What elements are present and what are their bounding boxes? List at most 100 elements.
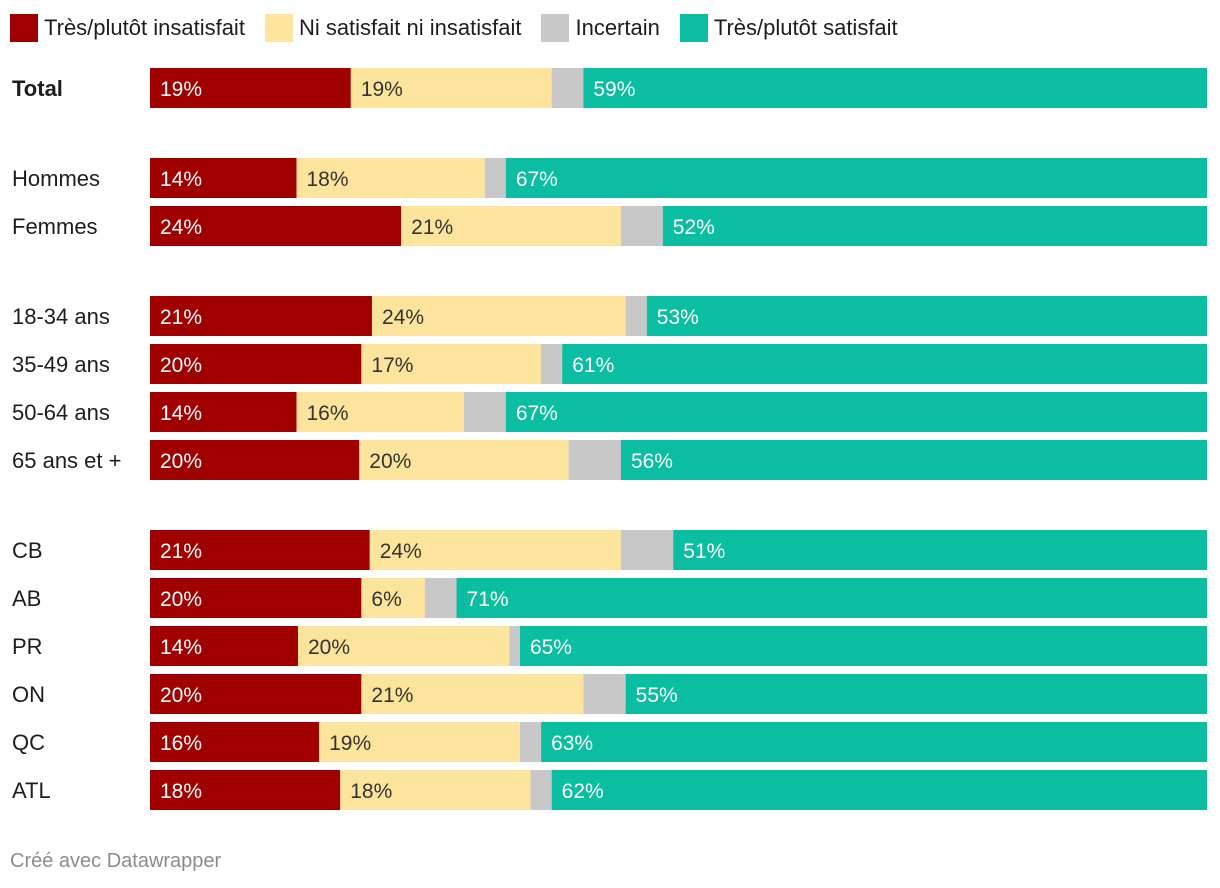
bar-segment-tr-s-plut-t-satisfait[interactable] bbox=[620, 440, 1207, 480]
bar-segment-tr-s-plut-t-insatisfait[interactable] bbox=[150, 674, 362, 714]
bar-segment-ni-satisfait-ni-insatisfait[interactable] bbox=[371, 296, 626, 336]
legend-item-tres-plutot-insatisfait[interactable]: Très/plutôt insatisfait bbox=[10, 14, 245, 42]
bar-segment-incertain[interactable] bbox=[583, 674, 626, 714]
bar-value-label: 21% bbox=[411, 216, 453, 239]
bar-segment-ni-satisfait-ni-insatisfait[interactable] bbox=[401, 206, 621, 246]
bar-segment-incertain[interactable] bbox=[530, 770, 552, 810]
bar-value-label: 19% bbox=[329, 732, 371, 755]
row-label: ON bbox=[12, 682, 45, 707]
bar-value-label: 20% bbox=[308, 636, 350, 659]
bar-segment-tr-s-plut-t-insatisfait[interactable] bbox=[150, 578, 362, 618]
bar-row: CB 21% 24% 51% bbox=[12, 530, 1207, 570]
bar-segment-incertain[interactable] bbox=[484, 158, 506, 198]
bar-value-label: 67% bbox=[516, 402, 558, 425]
bar-segment-tr-s-plut-t-satisfait[interactable] bbox=[505, 158, 1207, 198]
bar-segment-incertain[interactable] bbox=[620, 530, 674, 570]
legend-swatch-icon bbox=[679, 14, 708, 42]
bar-value-label: 18% bbox=[160, 780, 202, 803]
bar-value-label: 18% bbox=[307, 168, 349, 191]
bar-segment-ni-satisfait-ni-insatisfait[interactable] bbox=[350, 68, 552, 108]
bar-segment-tr-s-plut-t-insatisfait[interactable] bbox=[150, 68, 351, 108]
row-label: 18-34 ans bbox=[12, 304, 110, 329]
bar-row: AB 20% 6% 71% bbox=[12, 578, 1207, 618]
bar-value-label: 19% bbox=[160, 78, 202, 101]
bar-row: Total 19% 19% 59% bbox=[12, 68, 1207, 108]
bar-segment-tr-s-plut-t-satisfait[interactable] bbox=[541, 722, 1207, 762]
row-label: CB bbox=[12, 538, 43, 563]
bar-segment-incertain[interactable] bbox=[519, 722, 542, 762]
bar-segment-tr-s-plut-t-insatisfait[interactable] bbox=[150, 392, 297, 432]
bar-segment-tr-s-plut-t-insatisfait[interactable] bbox=[150, 722, 320, 762]
bar-segment-incertain[interactable] bbox=[551, 68, 584, 108]
bar-segment-tr-s-plut-t-insatisfait[interactable] bbox=[150, 344, 362, 384]
bar-segment-tr-s-plut-t-satisfait[interactable] bbox=[456, 578, 1207, 618]
bar-segment-tr-s-plut-t-insatisfait[interactable] bbox=[150, 296, 372, 336]
legend-swatch-icon bbox=[264, 14, 293, 42]
bar-segment-tr-s-plut-t-insatisfait[interactable] bbox=[150, 158, 297, 198]
bar-value-label: 51% bbox=[683, 540, 725, 563]
bar-segment-tr-s-plut-t-satisfait[interactable] bbox=[583, 68, 1207, 108]
bar-segment-ni-satisfait-ni-insatisfait[interactable] bbox=[296, 158, 485, 198]
bar-segment-tr-s-plut-t-satisfait[interactable] bbox=[505, 392, 1207, 432]
legend-item-incertain[interactable]: Incertain bbox=[541, 14, 660, 42]
bar-segment-ni-satisfait-ni-insatisfait[interactable] bbox=[297, 626, 510, 666]
bar-row: ATL 18% 18% 62% bbox=[12, 770, 1207, 810]
bar-segment-incertain[interactable] bbox=[620, 206, 663, 246]
bar-segment-tr-s-plut-t-satisfait[interactable] bbox=[519, 626, 1207, 666]
bar-segment-ni-satisfait-ni-insatisfait[interactable] bbox=[319, 722, 520, 762]
legend-item-tres-plutot-satisfait[interactable]: Très/plutôt satisfait bbox=[679, 14, 898, 42]
legend-item-ni-satisfait-ni-insatisfait[interactable]: Ni satisfait ni insatisfait bbox=[264, 14, 521, 42]
row-label: Total bbox=[12, 76, 63, 101]
bar-segment-ni-satisfait-ni-insatisfait[interactable] bbox=[369, 530, 621, 570]
bar-segment-incertain[interactable] bbox=[463, 392, 506, 432]
row-label: ATL bbox=[12, 778, 51, 803]
bar-value-label: 20% bbox=[160, 450, 202, 473]
bar-segment-tr-s-plut-t-satisfait[interactable] bbox=[562, 344, 1207, 384]
credit-footer: Créé avec Datawrapper bbox=[10, 850, 222, 872]
bar-segment-ni-satisfait-ni-insatisfait[interactable] bbox=[361, 578, 425, 618]
bar-segment-tr-s-plut-t-satisfait[interactable] bbox=[551, 770, 1207, 810]
legend-label: Très/plutôt satisfait bbox=[713, 15, 898, 40]
bar-row: 50-64 ans 14% 16% 67% bbox=[12, 392, 1207, 432]
chart-legend: Très/plutôt insatisfait Ni satisfait ni … bbox=[10, 12, 918, 44]
bar-segment-tr-s-plut-t-insatisfait[interactable] bbox=[150, 440, 360, 480]
bar-row: 65 ans et + 20% 20% 56% bbox=[12, 440, 1207, 480]
bar-segment-incertain[interactable] bbox=[541, 344, 563, 384]
bar-value-label: 67% bbox=[516, 168, 558, 191]
bar-value-label: 55% bbox=[636, 684, 678, 707]
bar-value-label: 71% bbox=[467, 588, 509, 611]
bar-value-label: 24% bbox=[380, 540, 422, 563]
bar-segment-tr-s-plut-t-satisfait[interactable] bbox=[673, 530, 1207, 570]
legend-swatch-icon bbox=[10, 14, 38, 42]
bar-segment-incertain[interactable] bbox=[625, 296, 647, 336]
bar-segment-tr-s-plut-t-insatisfait[interactable] bbox=[150, 626, 298, 666]
bar-segment-incertain[interactable] bbox=[568, 440, 621, 480]
bar-value-label: 17% bbox=[371, 354, 413, 377]
bar-segment-ni-satisfait-ni-insatisfait[interactable] bbox=[359, 440, 569, 480]
bar-value-label: 24% bbox=[160, 216, 202, 239]
bar-segment-ni-satisfait-ni-insatisfait[interactable] bbox=[361, 674, 584, 714]
bar-row: 18-34 ans 21% 24% 53% bbox=[12, 296, 1207, 336]
bar-value-label: 63% bbox=[551, 732, 593, 755]
bar-segment-tr-s-plut-t-insatisfait[interactable] bbox=[150, 770, 341, 810]
row-label: PR bbox=[12, 634, 43, 659]
bar-segment-tr-s-plut-t-satisfait[interactable] bbox=[625, 674, 1207, 714]
bar-segment-tr-s-plut-t-insatisfait[interactable] bbox=[150, 530, 370, 570]
bar-value-label: 61% bbox=[572, 354, 614, 377]
legend-label: Très/plutôt insatisfait bbox=[44, 15, 245, 40]
bar-segment-incertain[interactable] bbox=[509, 626, 520, 666]
bar-segment-ni-satisfait-ni-insatisfait[interactable] bbox=[296, 392, 464, 432]
bar-segment-tr-s-plut-t-insatisfait[interactable] bbox=[150, 206, 402, 246]
bar-segment-tr-s-plut-t-satisfait[interactable] bbox=[662, 206, 1207, 246]
bar-row: PR 14% 20% 65% bbox=[12, 626, 1207, 666]
bar-value-label: 65% bbox=[530, 636, 572, 659]
bar-value-label: 20% bbox=[160, 684, 202, 707]
bar-value-label: 59% bbox=[593, 78, 635, 101]
bar-segment-tr-s-plut-t-satisfait[interactable] bbox=[646, 296, 1207, 336]
bar-segment-ni-satisfait-ni-insatisfait[interactable] bbox=[361, 344, 542, 384]
bar-segment-incertain[interactable] bbox=[424, 578, 457, 618]
bar-value-label: 20% bbox=[369, 450, 411, 473]
bar-value-label: 52% bbox=[673, 216, 715, 239]
bar-value-label: 14% bbox=[160, 168, 202, 191]
bar-segment-ni-satisfait-ni-insatisfait[interactable] bbox=[340, 770, 531, 810]
